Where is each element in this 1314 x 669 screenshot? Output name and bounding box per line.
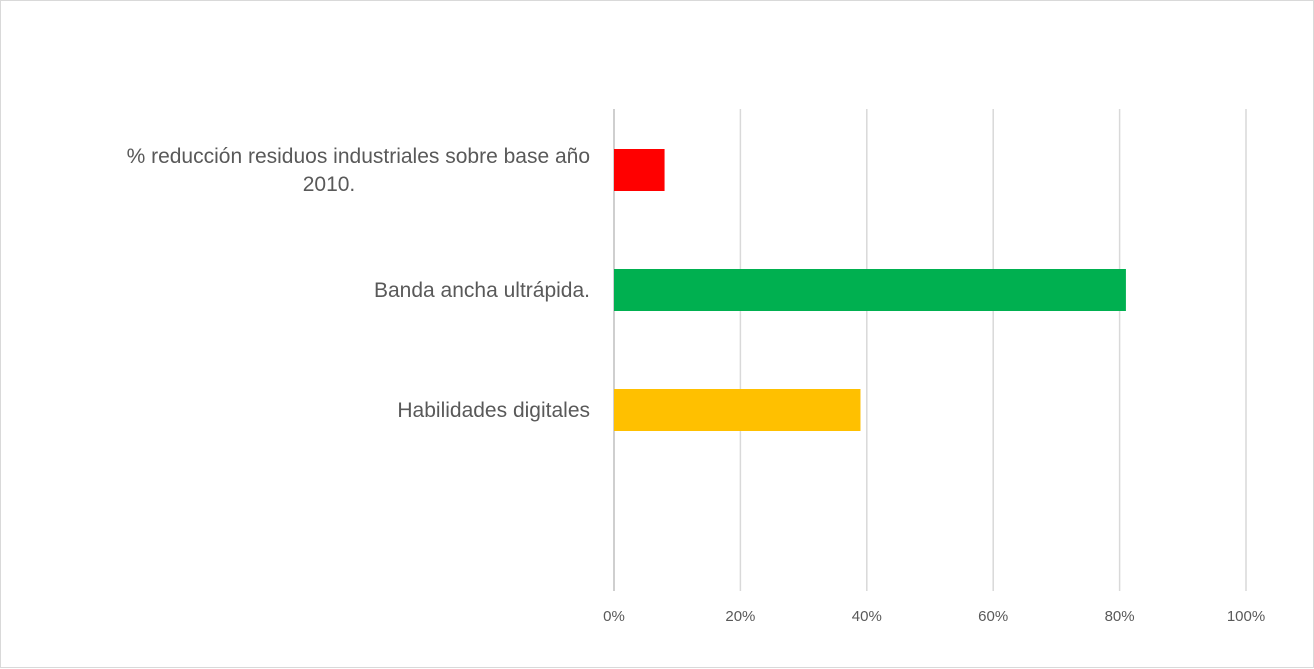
bar <box>614 389 861 431</box>
x-tick-label: 100% <box>1227 608 1265 625</box>
x-tick-label: 80% <box>1105 608 1135 625</box>
x-tick-label: 40% <box>852 608 882 625</box>
x-tick-label: 20% <box>725 608 755 625</box>
category-label: Banda ancha ultrápida. <box>374 279 590 302</box>
bar <box>614 269 1126 311</box>
category-label: % reducción residuos industriales sobre … <box>127 145 590 168</box>
bar <box>614 149 665 191</box>
x-tick-label: 60% <box>978 608 1008 625</box>
category-label: 2010. <box>303 173 356 196</box>
category-label: Habilidades digitales <box>397 399 590 422</box>
x-tick-label: 0% <box>603 608 625 625</box>
